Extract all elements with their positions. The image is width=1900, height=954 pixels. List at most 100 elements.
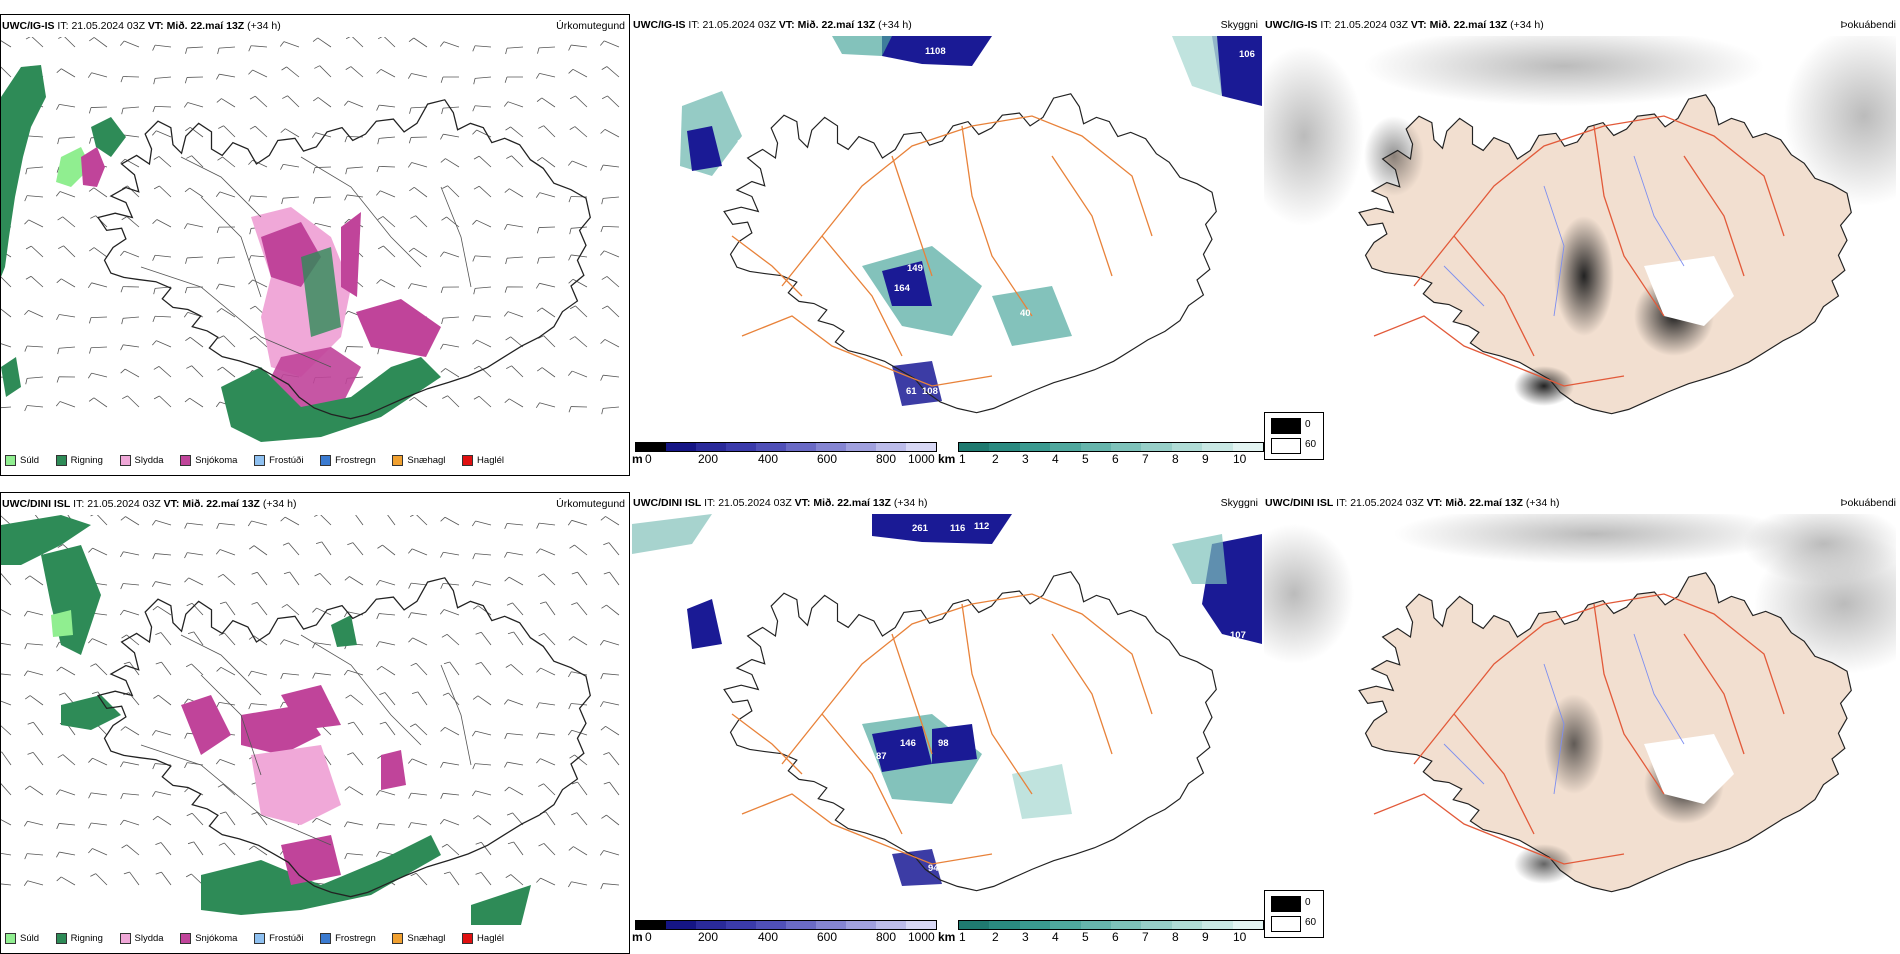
wind-barb-flag [569,69,573,73]
wind-barb [159,366,171,377]
wind-barb [1,852,11,855]
wind-barb-flag [601,375,603,380]
wind-barb-flag [444,662,450,664]
wind-barb [320,573,331,585]
wind-barb-flag [89,793,92,798]
wind-barb [30,786,43,795]
wind-barb [481,872,491,885]
wind-barb-flag [472,581,475,586]
fog-panel-bottom: UWC/DINI ISL IT: 21.05.2024 03Z VT: Mið.… [1264,492,1900,954]
wind-barb-flag [57,377,59,383]
wind-barb [447,634,459,645]
wind-barb [604,251,619,257]
wind-barb [33,722,43,735]
wind-barb-flag [218,784,223,787]
wind-barb [322,542,331,555]
wind-barb-flag [26,168,27,174]
wind-barb-flag [569,636,574,640]
wind-barb [351,695,363,705]
wind-barb-flag [440,609,444,614]
wind-barb-flag [442,108,443,114]
wind-barb [443,107,459,108]
ceiling-tick: 200 [698,452,718,466]
vt-value: Mið. 22.maí 13Z [167,20,245,32]
wind-barb-flag [412,692,418,694]
wind-barb [61,667,75,675]
wind-barb-flag [441,287,443,293]
color-scales: m 0 200 400 600 800 1000 km 1 2 3 4 5 6 … [632,920,1262,952]
wind-barb-flag [345,787,350,791]
wind-barb [161,633,171,645]
wind-barb [476,581,491,585]
wind-barb [220,759,235,765]
wind-barb [572,161,587,167]
wind-barb-flag [250,336,255,339]
wind-barb [190,127,203,137]
wind-barb [1,307,11,317]
wind-barb [1,817,11,825]
scale-swatch [756,921,786,929]
wind-barb-flag [472,731,475,736]
wind-barb-flag [59,693,65,695]
wind-barb-flag [282,604,287,607]
wind-barb [415,724,427,735]
wind-barb-flag [601,339,605,343]
wind-barb [59,347,75,348]
wind-barb-flag [474,366,479,369]
wind-barb [507,257,523,258]
wind-barb-flag [185,188,190,192]
wind-barb-flag [90,216,95,219]
vt-label: VT: [148,20,164,32]
wind-barb [190,398,203,407]
wind-barb-flag [601,605,606,608]
it-label: IT: [1336,497,1347,509]
wind-barb-flag [24,821,27,826]
wind-barb-flag [537,98,542,102]
wind-barb-flag [600,702,603,707]
scale-swatch [726,443,756,451]
fog-map [1264,36,1896,436]
wind-barb-flag [280,164,283,169]
wind-barb-flag [536,668,540,672]
precip-map [1,515,629,925]
wind-barb-flag [154,288,155,294]
wind-barb-flag [601,226,603,232]
ceiling-tick: 600 [817,930,837,944]
ceiling-value: 87 [876,751,887,762]
wind-barb [479,396,491,407]
visibility-tick: 5 [1082,452,1089,466]
wind-barb [315,223,331,227]
wind-barb [605,129,619,137]
wind-barb [347,822,363,825]
wind-barb-flag [409,793,411,798]
wind-barb [159,186,171,197]
wind-barb-flag [156,662,162,664]
wind-barb [1,66,11,77]
wind-barb [188,102,203,107]
wind-barb-flag [26,276,31,279]
wind-barb-flag [88,73,91,78]
wind-barb [544,784,555,795]
wind-barb [123,345,139,347]
wind-barb-flag [474,78,475,84]
precip-panel-top: UWC/IG-IS IT: 21.05.2024 03Z VT: Mið. 22… [0,14,630,476]
wind-barb-flag [441,77,443,83]
wind-barb-flag [408,162,411,167]
wind-barb-flag [249,46,251,52]
wind-barb-flag [537,48,539,54]
ceiling-labels: 1108 91 106 109 149 164 40 61 108 [737,36,1255,397]
scale-swatch [876,921,906,929]
wind-barb-flag [442,844,447,847]
wind-barb-flag [472,791,475,796]
wind-barb [443,552,459,555]
wind-barb [130,872,139,885]
wind-barb-flag [504,102,508,107]
wind-barb [285,129,299,137]
ceiling-value: 112 [974,521,989,532]
wind-barb [444,252,459,257]
wind-barb [220,549,235,555]
ceiling-value: 112 [1006,521,1021,532]
visibility-panel-top: UWC/IG-IS IT: 21.05.2024 03Z VT: Mið. 22… [632,14,1262,476]
wind-barb [539,703,555,705]
wind-barb-flag [506,127,511,130]
